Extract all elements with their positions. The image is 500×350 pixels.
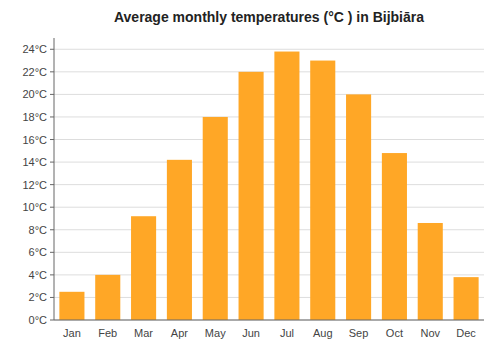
y-tick [50,252,54,253]
x-tick-label: Jul [280,327,294,339]
y-tick-label: 20°C [22,88,47,100]
chart: Average monthly temperatures (°C ) in Bi… [0,0,500,350]
bars [59,52,478,320]
x-tick-label: Nov [420,327,440,339]
y-tick [50,274,54,275]
y-tick-label: 4°C [29,269,48,281]
x-tick-label: Apr [171,327,188,339]
x-tick-label: Jan [63,327,81,339]
y-tick-label: 24°C [22,43,47,55]
y-tick [50,49,54,50]
y-tick-label: 8°C [29,224,48,236]
grid-line [54,139,484,140]
y-tick [50,297,54,298]
y-tick-label: 12°C [22,179,47,191]
y-tick [50,71,54,72]
bar [418,223,443,320]
x-axis-line [54,320,484,321]
grid-line [54,320,484,321]
bar [59,292,84,320]
x-tick-label: May [205,327,226,339]
y-axis-line [54,38,55,320]
x-tick-label: Dec [456,327,476,339]
y-tick [50,94,54,95]
bar [274,52,299,320]
bar [239,72,264,320]
grid-line [54,184,484,185]
grid-line [54,71,484,72]
y-tick-label: 16°C [22,134,47,146]
y-tick [50,184,54,185]
y-tick-label: 22°C [22,66,47,78]
y-tick [50,116,54,117]
grid-line [54,207,484,208]
bar [382,153,407,320]
x-tick-label: Aug [313,327,333,339]
y-tick-label: 18°C [22,111,47,123]
y-tick [50,229,54,230]
bar [346,94,371,320]
x-tick-label: Jun [242,327,260,339]
x-tick-label: Sep [349,327,369,339]
title: Average monthly temperatures (°C ) in Bi… [114,9,424,25]
grid [54,49,484,320]
x-tick-label: Mar [134,327,153,339]
bar [454,277,479,320]
x-tick-label: Feb [98,327,117,339]
bar [203,117,228,320]
y-tick [50,320,54,321]
grid-line [54,94,484,95]
grid-line [54,116,484,117]
grid-line [54,49,484,50]
y-tick [50,139,54,140]
y-tick-label: 14°C [22,156,47,168]
bar [310,61,335,320]
bar [131,216,156,320]
y-tick-label: 10°C [22,201,47,213]
y-tick-label: 6°C [29,246,48,258]
bar [167,160,192,320]
x-tick-label: Oct [386,327,403,339]
bar [95,275,120,320]
y-tick [50,207,54,208]
y-tick-label: 0°C [29,314,48,326]
y-tick [50,162,54,163]
grid-line [54,162,484,163]
y-tick-label: 2°C [29,291,48,303]
